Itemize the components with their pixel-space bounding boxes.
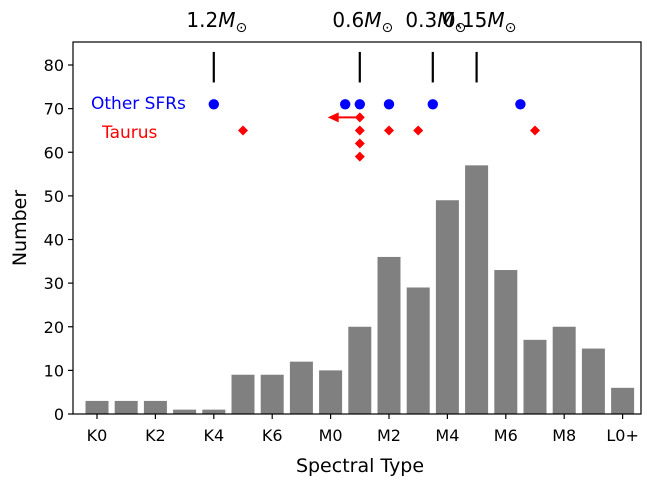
- x-tick-label-m6: M6: [494, 426, 518, 445]
- bar-k7: [289, 361, 313, 414]
- bar-k5: [231, 374, 255, 414]
- x-tick-label-m4: M4: [435, 426, 459, 445]
- x-tick-label-m2: M2: [377, 426, 401, 445]
- mass-label-1: 0.6M⊙: [332, 8, 393, 36]
- legend-label-taurus: Taurus: [101, 123, 158, 143]
- bar-m7: [523, 339, 547, 414]
- plot-frame: [72, 41, 642, 415]
- bar-l0-plus: [611, 387, 635, 414]
- mass-label-2: 0.3M⊙: [405, 8, 466, 36]
- legend-label-other-sfrs: Other SFRs: [91, 94, 186, 114]
- mass-labels-layer: 1.2M⊙ 0.6M⊙ 0.3M⊙0.15M⊙: [186, 8, 516, 36]
- bar-m0: [319, 370, 343, 415]
- taurus-point-3: [354, 138, 365, 149]
- upper-markers-layer: [212, 51, 478, 83]
- bar-m8: [552, 326, 576, 414]
- other-sfrs-point-0: [208, 99, 219, 110]
- taurus-point-5: [384, 125, 394, 136]
- bar-m6: [494, 270, 518, 414]
- other-sfrs-point-2: [354, 99, 365, 110]
- x-tick-label-l0-plus: L0+: [606, 426, 639, 445]
- bar-k4: [202, 409, 226, 414]
- y-tick-label-30: 30: [44, 274, 64, 293]
- y-tick-label-40: 40: [44, 231, 64, 250]
- bar-m1: [348, 326, 372, 414]
- bar-k3: [173, 409, 197, 414]
- y-tick-label-80: 80: [44, 56, 64, 75]
- ticks-layer: 0 10 20 30 40 50 60 70 80 K0 K2 K4 K6 M0 M2 M4 M6 M8 L0+: [44, 56, 639, 445]
- y-tick-label-60: 60: [44, 143, 64, 162]
- bar-k0: [85, 400, 109, 414]
- bar-m9: [581, 348, 605, 414]
- x-tick-label-k0: K0: [87, 426, 108, 445]
- other-sfrs-point-3: [383, 99, 395, 110]
- taurus-upper-limit-arrow-head: [327, 112, 339, 123]
- bars-layer: [85, 165, 635, 415]
- taurus-point-6: [413, 125, 424, 136]
- x-tick-label-m8: M8: [552, 426, 576, 445]
- x-tick-label-m0: M0: [319, 426, 343, 445]
- other-sfrs-point-1: [340, 99, 351, 110]
- other-sfrs-point-5: [515, 99, 526, 110]
- bar-m3: [406, 287, 430, 414]
- y-tick-label-20: 20: [44, 318, 64, 337]
- x-tick-label-k6: K6: [262, 426, 283, 445]
- mass-label-3: 0.15M⊙: [443, 8, 517, 36]
- taurus-point-4: [354, 151, 365, 162]
- bar-m5: [465, 165, 489, 414]
- bar-m2: [377, 256, 401, 414]
- y-tick-label-50: 50: [44, 187, 64, 206]
- x-tick-label-k2: K2: [145, 426, 166, 445]
- axes-layer: [72, 41, 642, 415]
- y-tick-label-0: 0: [54, 405, 64, 424]
- taurus-point-1: [354, 112, 365, 123]
- bar-m4: [435, 200, 459, 414]
- scatter-layer: [208, 99, 540, 162]
- mass-label-0: 1.2M⊙: [186, 8, 247, 36]
- x-tick-label-k4: K4: [203, 426, 224, 445]
- taurus-point-7: [530, 125, 540, 136]
- bar-k1: [114, 400, 138, 414]
- bar-k6: [260, 374, 284, 414]
- taurus-point-2: [354, 125, 365, 136]
- y-axis-title: Number: [9, 190, 31, 267]
- y-tick-label-10: 10: [44, 361, 64, 380]
- taurus-point-0: [238, 125, 248, 136]
- bar-k2: [143, 400, 167, 414]
- other-sfrs-point-4: [427, 99, 438, 110]
- x-axis-title: Spectral Type: [296, 455, 424, 477]
- legend: Other SFRs Taurus: [91, 94, 186, 143]
- y-tick-label-70: 70: [44, 100, 64, 119]
